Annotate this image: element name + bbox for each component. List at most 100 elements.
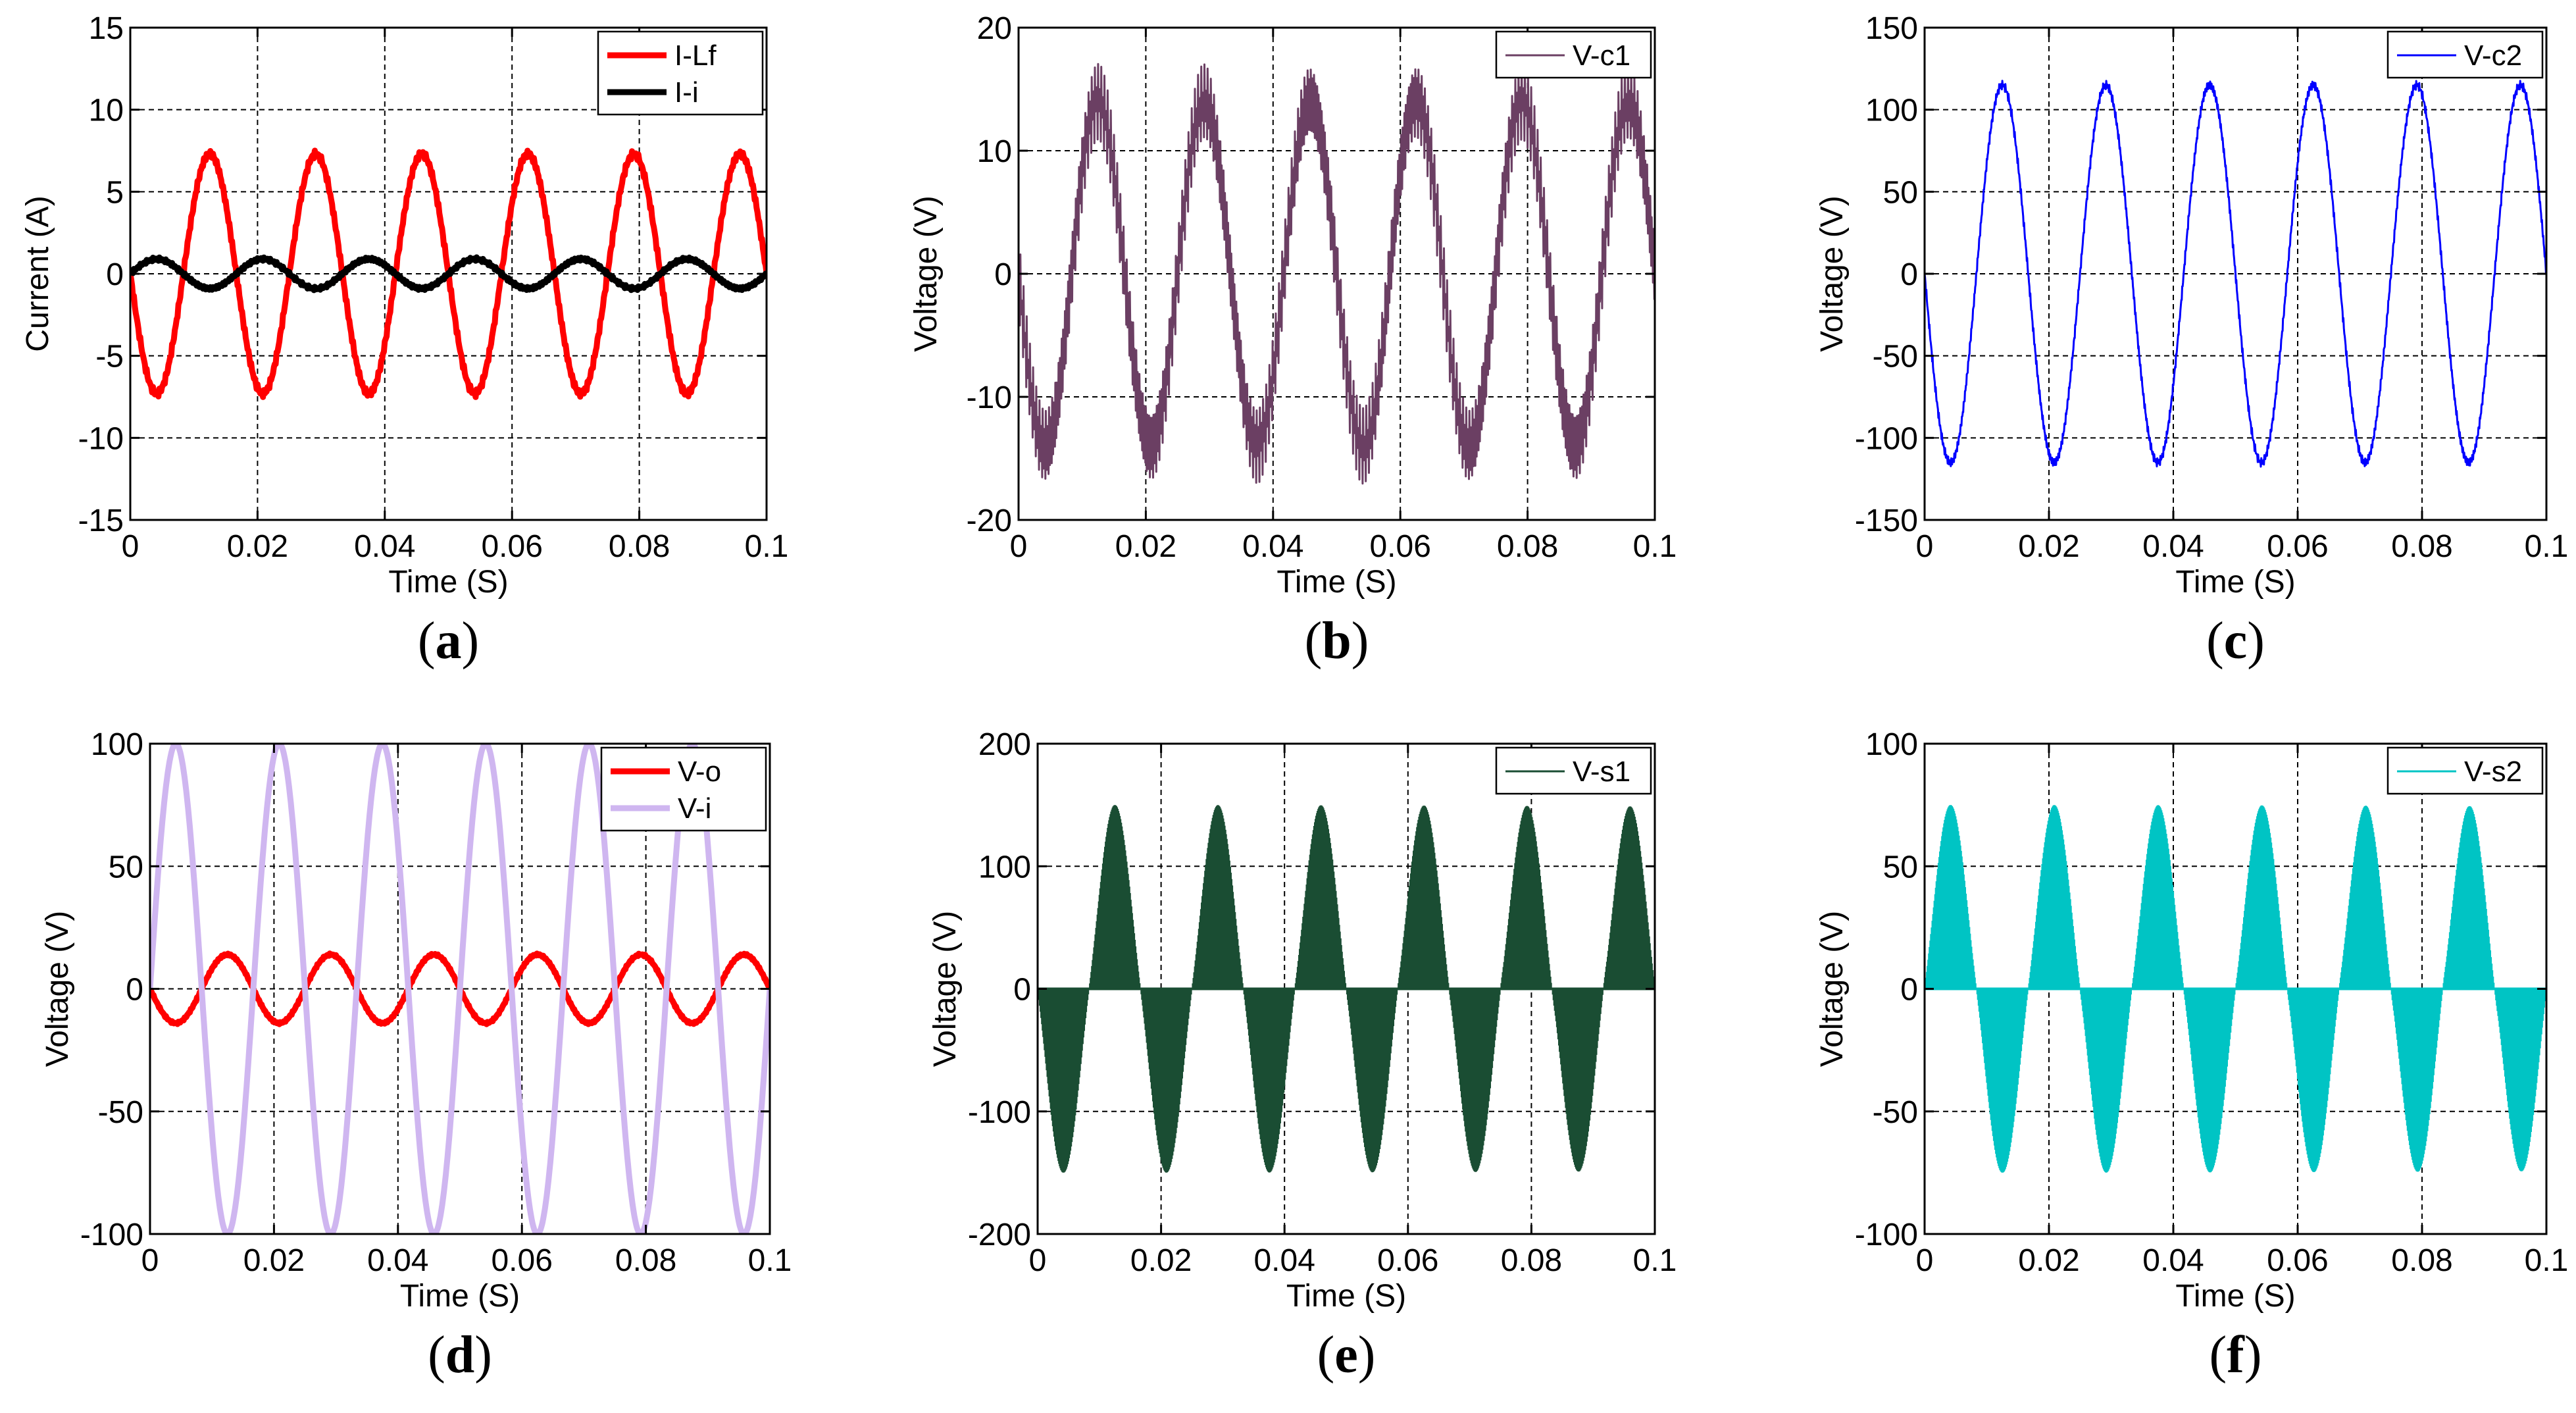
y-tick-label: -100 — [1855, 421, 1918, 456]
legend-entry-V-s1: V-s1 — [1573, 756, 1630, 788]
series-V-i — [150, 744, 770, 1234]
legend: V-s2 — [2387, 746, 2544, 795]
y-tick-label: 50 — [1883, 175, 1918, 210]
x-tick-label: 0.08 — [1501, 1243, 1562, 1278]
y-tick-label: 0 — [1013, 973, 1031, 1008]
series-group — [1925, 80, 2546, 468]
x-tick-label: 0.1 — [748, 1243, 792, 1278]
series-V-c2 — [1925, 80, 2546, 468]
panel-label: (f) — [2210, 1326, 2262, 1384]
panel-c: 0 0.02 0.04 0.06 0.08 0.1 -150 -100 -50 0 50 100 150… — [1815, 11, 2568, 670]
legend-entry-V-o: V-o — [678, 756, 721, 788]
y-tick-label: -15 — [78, 503, 124, 538]
x-tick-label: 0 — [1010, 529, 1028, 564]
legend-box — [597, 30, 764, 116]
x-axis-label: Time (S) — [1286, 1279, 1406, 1314]
legend: V-c2 — [2387, 30, 2544, 79]
x-tick-label: 0.08 — [1497, 529, 1558, 564]
x-tick-label: 0.08 — [2391, 1243, 2452, 1278]
y-tick-label: -100 — [80, 1218, 143, 1252]
panel-label: (a) — [418, 612, 479, 670]
x-tick-label: 0 — [1029, 1243, 1047, 1278]
x-tick-label: 0.02 — [243, 1243, 305, 1278]
x-axis-label: Time (S) — [388, 565, 508, 600]
ticks: 0 0.02 0.04 0.06 0.08 0.1 -100 -50 0 50 100 — [80, 727, 792, 1278]
y-axis-label: Current (A) — [20, 195, 55, 351]
y-tick-label: -50 — [1873, 1095, 1918, 1130]
y-tick-label: 100 — [1865, 727, 1918, 762]
x-tick-label: 0.04 — [354, 529, 415, 564]
x-tick-label: 0.04 — [2142, 529, 2204, 564]
y-tick-label: 200 — [978, 727, 1031, 762]
x-tick-label: 0.02 — [2018, 529, 2079, 564]
y-tick-label: 100 — [91, 727, 143, 762]
legend-entry-V-c2: V-c2 — [2464, 39, 2522, 72]
y-tick-label: -100 — [1855, 1218, 1918, 1252]
y-tick-label: 50 — [1883, 850, 1918, 885]
y-axis-label: Voltage (V) — [928, 911, 963, 1067]
y-tick-label: 0 — [1900, 973, 1918, 1008]
x-tick-label: 0.06 — [2267, 529, 2328, 564]
legend: V-c1 — [1495, 30, 1652, 79]
y-tick-label: -200 — [968, 1218, 1031, 1252]
y-tick-label: 0 — [126, 973, 143, 1008]
y-axis-label: Voltage (V) — [909, 195, 944, 351]
series-I-i — [130, 254, 767, 294]
y-tick-label: 100 — [978, 850, 1031, 885]
y-tick-label: 0 — [106, 257, 124, 292]
ticks: 0 0.02 0.04 0.06 0.08 0.1 -200 -100 0 100 200 — [968, 727, 1677, 1278]
x-tick-label: 0.02 — [2018, 1243, 2079, 1278]
y-tick-label: 15 — [89, 11, 124, 46]
y-axis-label: Voltage (V) — [1815, 195, 1850, 351]
y-axis-label: Voltage (V) — [1815, 911, 1850, 1067]
y-tick-label: -20 — [967, 503, 1012, 538]
panel-label: (d) — [428, 1326, 492, 1384]
x-tick-label: 0.04 — [1253, 1243, 1315, 1278]
panel-label: (e) — [1317, 1326, 1376, 1384]
y-tick-label: -10 — [967, 380, 1012, 415]
series-group — [1038, 805, 1655, 1173]
x-tick-label: 0 — [1916, 1243, 1934, 1278]
y-tick-label: 0 — [994, 257, 1012, 292]
y-tick-label: 100 — [1865, 93, 1918, 128]
series-group — [150, 744, 770, 1234]
grid — [130, 28, 767, 520]
x-tick-label: 0.06 — [1377, 1243, 1438, 1278]
ticks: 0 0.02 0.04 0.06 0.08 0.1 -150 -100 -50 0 50 100 150 — [1855, 11, 2568, 564]
y-tick-label: 10 — [89, 93, 124, 128]
x-tick-label: 0.02 — [1115, 529, 1176, 564]
x-tick-label: 0.06 — [481, 529, 542, 564]
panel-b: 0 0.02 0.04 0.06 0.08 0.1 -20 -10 0 10 20 Time (S) V… — [909, 11, 1677, 670]
legend-box — [600, 746, 767, 832]
x-tick-label: 0.08 — [2391, 529, 2452, 564]
y-tick-label: -50 — [1873, 340, 1918, 374]
y-tick-label: -10 — [78, 421, 124, 456]
series-group — [1925, 805, 2546, 1173]
legend-entry-V-c1: V-c1 — [1573, 39, 1630, 72]
panel-d: 0 0.02 0.04 0.06 0.08 0.1 -100 -50 0 50 100 Time (S… — [40, 727, 792, 1384]
x-tick-label: 0.02 — [227, 529, 288, 564]
y-tick-label: 0 — [1900, 257, 1918, 292]
panel-label: (b) — [1305, 612, 1369, 670]
legend-entry-V-s2: V-s2 — [2464, 756, 2522, 788]
x-axis-label: Time (S) — [2175, 1279, 2295, 1314]
x-axis-label: Time (S) — [2175, 565, 2295, 600]
ticks: 0 0.02 0.04 0.06 0.08 0.1 -20 -10 0 10 20 — [967, 11, 1677, 564]
legend: I-Lf I-i — [597, 30, 764, 116]
y-tick-label: -5 — [95, 340, 124, 374]
y-tick-label: 20 — [977, 11, 1012, 46]
panel-e: 0 0.02 0.04 0.06 0.08 0.1 -200 -100 0 100 200 Time … — [928, 727, 1677, 1384]
panel-f: 0 0.02 0.04 0.06 0.08 0.1 -100 -50 0 50 100 Time (S… — [1815, 727, 2568, 1384]
x-tick-label: 0.06 — [2267, 1243, 2328, 1278]
series-group — [1019, 63, 1655, 485]
x-tick-label: 0.04 — [2142, 1243, 2204, 1278]
x-tick-label: 0.1 — [745, 529, 789, 564]
series-V-c1 — [1019, 63, 1655, 485]
x-tick-label: 0.06 — [491, 1243, 552, 1278]
series-group — [130, 147, 767, 400]
y-tick-label: -150 — [1855, 503, 1918, 538]
x-tick-label: 0.1 — [1633, 1243, 1677, 1278]
x-axis-label: Time (S) — [1276, 565, 1396, 600]
x-tick-label: 0.04 — [367, 1243, 428, 1278]
y-tick-label: 150 — [1865, 11, 1918, 46]
